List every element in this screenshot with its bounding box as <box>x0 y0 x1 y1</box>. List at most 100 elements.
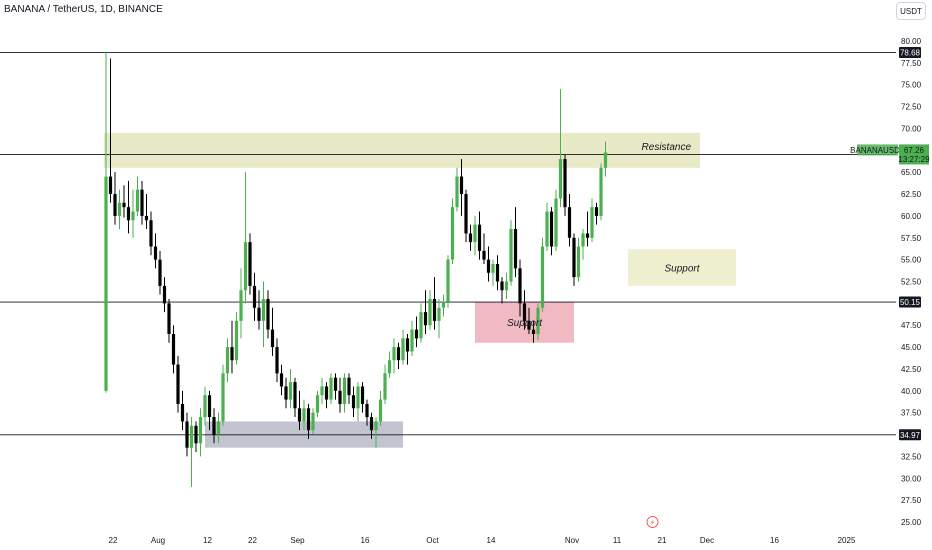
candle-body <box>504 281 509 291</box>
candle <box>342 373 347 413</box>
chart-title: BANANA / TetherUS, 1D, BINANCE <box>4 4 163 15</box>
x-tick-label: 22 <box>248 536 257 545</box>
x-tick-label: Aug <box>151 536 165 545</box>
candle-body <box>392 347 396 361</box>
candle-body <box>275 347 279 374</box>
candle-body <box>486 259 491 273</box>
candle-body <box>459 176 464 195</box>
price-tag-box <box>899 47 921 59</box>
candle <box>320 377 324 404</box>
candle <box>392 338 396 374</box>
candle <box>365 399 369 426</box>
candle <box>576 237 581 282</box>
candle <box>167 298 171 343</box>
candle-body <box>509 229 513 282</box>
candle <box>225 338 230 383</box>
y-tick-label: 62.50 <box>901 190 922 199</box>
y-tick-label: 25.00 <box>901 518 922 527</box>
candle <box>270 307 275 356</box>
candle-body <box>270 329 275 348</box>
candle-body <box>437 307 441 321</box>
candle-body <box>167 303 171 334</box>
candle-body <box>338 390 342 404</box>
candle <box>495 255 500 291</box>
candle-body <box>144 215 149 221</box>
candle <box>203 386 207 426</box>
candle <box>405 333 410 365</box>
candle-body <box>153 246 158 260</box>
candle <box>441 294 446 317</box>
candle <box>122 185 126 218</box>
candle <box>387 351 392 378</box>
candle-body <box>576 246 581 278</box>
x-tick-label: Oct <box>426 536 439 545</box>
candle-body <box>401 338 405 361</box>
candle <box>266 290 270 339</box>
candle <box>468 224 473 251</box>
candle <box>509 220 513 286</box>
candle-body <box>414 329 419 339</box>
candle <box>311 408 315 435</box>
candle-body <box>585 233 590 238</box>
candle <box>486 246 491 282</box>
price-tag-text: 34.97 <box>900 431 921 440</box>
candle-body <box>198 417 203 444</box>
candle-body <box>140 189 144 216</box>
candle <box>455 167 459 212</box>
candle-body <box>540 246 545 308</box>
candle-body <box>104 176 108 391</box>
candle <box>599 163 603 221</box>
candle <box>428 290 432 330</box>
candle-body <box>500 281 504 291</box>
currency-button[interactable]: USDT <box>896 2 926 20</box>
zone-label-1: Support <box>664 264 700 275</box>
price-tag-box <box>899 429 921 441</box>
candle-body <box>194 425 198 444</box>
candle-body <box>239 290 243 321</box>
candle <box>446 255 450 308</box>
candle-body <box>302 408 306 422</box>
candle-body <box>333 377 338 391</box>
candle <box>356 382 360 422</box>
flash-icon: ⚡ <box>646 516 659 528</box>
x-tick-label: Sep <box>290 536 305 545</box>
zone-labels-layer: Resistance Support Support <box>507 142 701 329</box>
candle <box>144 194 149 230</box>
candle-body <box>117 202 122 216</box>
candle-body <box>252 285 257 308</box>
candle-body <box>554 198 558 247</box>
candle-body <box>162 285 167 304</box>
candle-body <box>545 211 549 247</box>
candle <box>558 89 563 208</box>
candle-body <box>405 338 410 352</box>
candle <box>504 272 509 299</box>
candle-body <box>360 386 365 404</box>
x-tick-label: 16 <box>361 536 370 545</box>
candle <box>171 325 176 374</box>
candle <box>279 364 284 396</box>
candle <box>221 364 225 426</box>
candle-body <box>410 329 414 352</box>
candle <box>459 159 464 216</box>
candle <box>315 390 320 418</box>
candle <box>324 382 329 409</box>
candle <box>477 211 482 260</box>
candle-body <box>473 224 477 243</box>
candle-body <box>495 264 500 282</box>
candle-body <box>171 333 176 365</box>
candle-body <box>315 395 320 413</box>
candle-body <box>311 412 315 431</box>
candle <box>419 303 423 343</box>
candle-body <box>536 307 540 334</box>
x-tick-label: Dec <box>700 536 714 545</box>
candle-body <box>284 386 288 400</box>
candle <box>104 52 108 393</box>
last-price-box <box>899 144 929 165</box>
candle-body <box>446 259 450 302</box>
candle <box>252 272 257 321</box>
candle <box>374 417 378 448</box>
y-tick-label: 47.50 <box>901 321 922 330</box>
candle <box>414 316 419 348</box>
